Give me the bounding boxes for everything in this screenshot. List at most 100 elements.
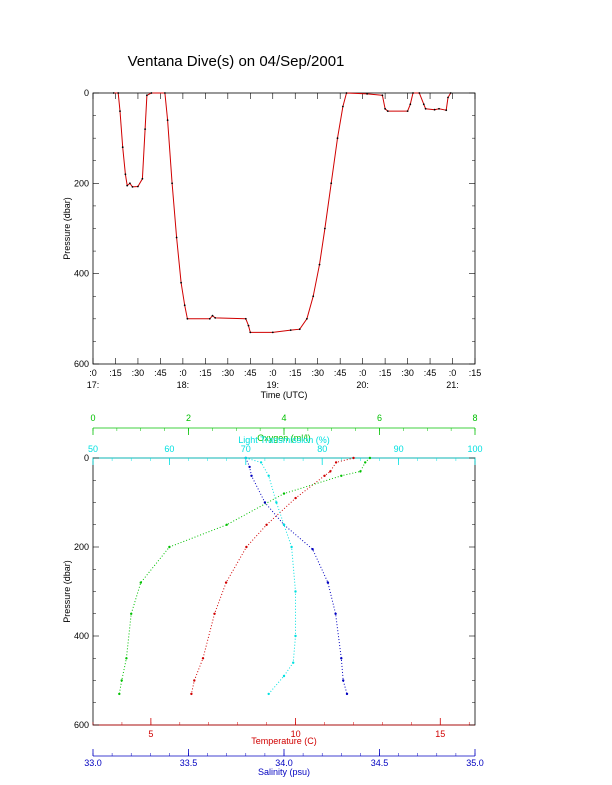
salinity-tick-label: 34.5 [371, 758, 389, 768]
light-tick-label: 100 [467, 444, 482, 454]
pressure-point [249, 331, 252, 334]
temperature-tick-label: 10 [291, 729, 301, 739]
pressure-point [449, 92, 452, 94]
pressure-point [445, 109, 448, 112]
temperature-profile-point [352, 456, 355, 460]
oxygen-profile-point [168, 545, 171, 549]
pressure-point [306, 317, 308, 320]
oxygen-profile-point [364, 461, 367, 464]
pressure-point [131, 186, 134, 188]
plot-frame-time [92, 92, 476, 365]
pressure-point [271, 331, 274, 334]
light-profile-point [282, 674, 286, 678]
oxygen-profile-point [225, 523, 228, 526]
chart-title: Ventana Dive(s) on 04/Sep/2001 [128, 53, 345, 70]
pressure-point [384, 107, 386, 110]
temperature-tick-label: 5 [148, 729, 153, 739]
oxygen-profile-point [359, 470, 362, 473]
pressure-point [124, 173, 127, 176]
pressure-point [342, 105, 344, 108]
pressure-point [381, 94, 384, 97]
x-day-label: 21: [446, 380, 459, 390]
x-day-label: 18: [177, 380, 190, 390]
x-tick-label: :15 [199, 368, 212, 378]
x-tick-label: :0 [359, 368, 367, 378]
salinity-profile-point [263, 501, 267, 504]
pressure-point [244, 317, 247, 320]
pressure-point [412, 92, 414, 94]
pressure-point [208, 317, 211, 320]
salinity-profile-point [340, 657, 343, 660]
pressure-point [146, 94, 148, 97]
oxygen-tick-label: 0 [90, 413, 95, 423]
x-axis-title: Time (UTC) [261, 390, 308, 400]
light-profile-line [245, 457, 296, 695]
temperature-profile-line [190, 457, 354, 695]
y-tick-label: 400 [74, 631, 89, 641]
pressure-point [119, 110, 121, 112]
temperature-profile-point [334, 461, 338, 464]
y-tick-label: 400 [74, 269, 89, 279]
salinity-profile-point [250, 474, 253, 477]
x-tick-label: :15 [109, 368, 122, 378]
y-tick-label: 0 [84, 453, 89, 463]
oxygen-profile-point [125, 657, 128, 660]
oxygen-profile-point [368, 456, 372, 460]
x-day-label: 19: [267, 380, 280, 390]
light-axis-title: Light Transmission (%) [238, 435, 330, 445]
salinity-tick-label: 34.0 [275, 758, 293, 768]
pressure-point [141, 177, 144, 180]
light-tick-label: 90 [394, 444, 404, 454]
pressure-point [129, 182, 131, 185]
x-tick-label: :45 [334, 368, 347, 378]
pressure-point [336, 137, 339, 140]
salinity-profile-point [342, 679, 345, 682]
pressure-point [121, 146, 124, 149]
pressure-point [180, 281, 183, 284]
light-profile-point [292, 661, 295, 664]
temperature-profile-point [213, 612, 216, 615]
salinity-tick-label: 35.0 [466, 758, 484, 768]
salinity-tick-label: 33.5 [180, 758, 198, 768]
y-axis-title: Pressure (dbar) [62, 560, 72, 623]
oxygen-profile-line [118, 457, 371, 694]
light-tick-label: 50 [88, 444, 98, 454]
x-tick-label: :15 [289, 368, 302, 378]
salinity-profile-point [311, 548, 314, 551]
y-tick-label: 0 [84, 88, 89, 98]
oxygen-tick-label: 6 [377, 413, 382, 423]
oxygen-profile-point [139, 581, 142, 584]
pressure-point [144, 128, 147, 131]
y-tick-label: 200 [74, 542, 89, 552]
pressure-point [298, 328, 301, 331]
pressure-point [318, 263, 321, 266]
light-profile-point [275, 501, 278, 504]
pressure-point [171, 182, 174, 185]
oxygen-profile-point [282, 492, 286, 495]
temperature-profile-point [193, 679, 196, 682]
light-profile-point [290, 545, 293, 549]
x-tick-label: :0 [179, 368, 187, 378]
temperature-profile-point [201, 657, 205, 660]
pressure-point [183, 304, 186, 307]
x-tick-label: :15 [379, 368, 392, 378]
y-axis-title: Pressure (dbar) [62, 197, 72, 260]
temperature-profile-point [294, 496, 297, 500]
x-tick-label: :0 [89, 368, 97, 378]
x-tick-label: :0 [269, 368, 277, 378]
salinity-tick-label: 33.0 [84, 758, 102, 768]
x-day-label: 17: [87, 380, 100, 390]
light-profile-point [282, 523, 286, 526]
light-profile-point [294, 634, 297, 638]
x-day-label: 20: [356, 380, 369, 390]
pressure-point [211, 314, 214, 317]
pressure-point [137, 185, 139, 188]
pressure-point [150, 92, 153, 94]
pressure-point [289, 329, 292, 331]
x-tick-label: :45 [154, 368, 167, 378]
oxygen-profile-point [340, 474, 343, 477]
x-tick-label: :45 [244, 368, 257, 378]
light-profile-point [267, 692, 270, 696]
pressure-point [366, 93, 368, 95]
pressure-point [214, 317, 217, 319]
